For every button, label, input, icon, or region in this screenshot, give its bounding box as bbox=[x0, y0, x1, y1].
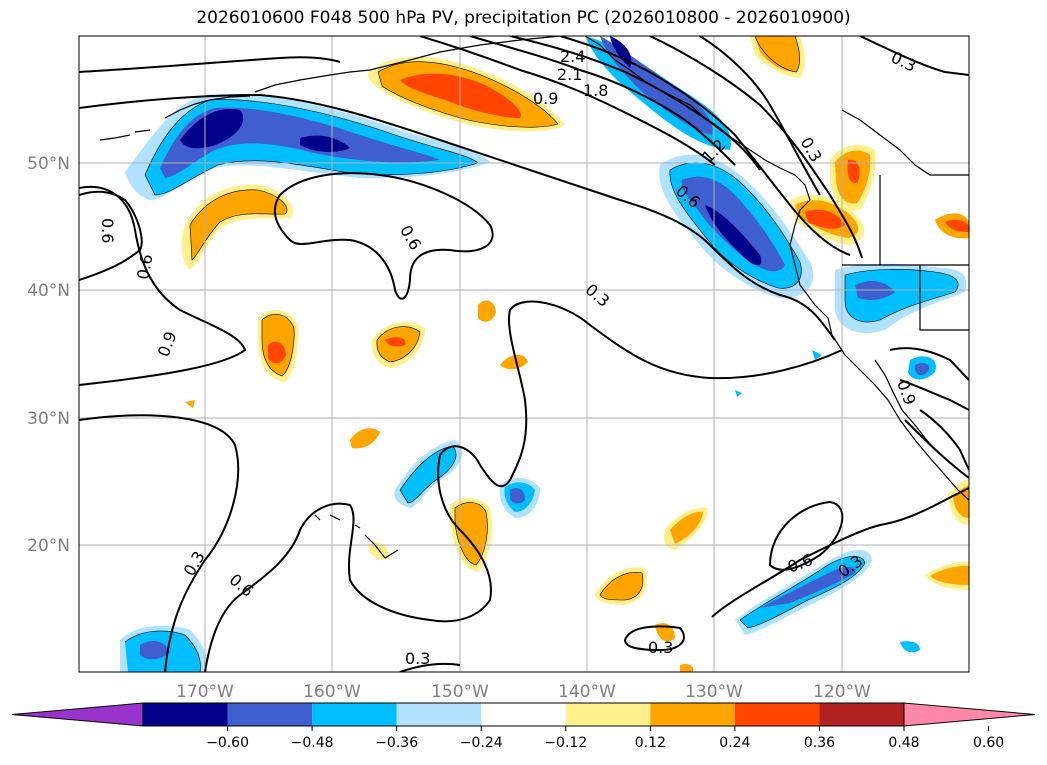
negative-precip-patches bbox=[120, 36, 967, 672]
colorbar: −0.60 −0.48 −0.36 −0.24 −0.12 0.12 0.24 0.36 0.4… bbox=[11, 702, 1036, 751]
contour-label: 1.8 bbox=[583, 81, 608, 100]
colorbar-segment bbox=[565, 703, 651, 726]
colorbar-tick-label: 0.60 bbox=[973, 735, 1004, 751]
lon-label: 170°W bbox=[176, 682, 234, 702]
pv-contours bbox=[79, 36, 969, 672]
map-title: 2026010600 F048 500 hPa PV, precipitatio… bbox=[196, 8, 851, 28]
contour-label: 0.6 bbox=[98, 218, 117, 243]
map-gridlines bbox=[79, 36, 969, 672]
longitude-labels: 170°W 160°W 150°W 140°W 130°W 120°W bbox=[176, 682, 871, 702]
coastlines bbox=[99, 36, 969, 559]
map-plot-area: 2.4 2.1 1.8 0.9 0.3 0.6 0.6 0.6 0.9 0.3 … bbox=[79, 36, 969, 672]
lon-label: 130°W bbox=[685, 682, 743, 702]
colorbar-segment bbox=[734, 703, 820, 726]
colorbar-tick-label: 0.36 bbox=[804, 735, 835, 751]
map-frame bbox=[78, 35, 970, 673]
colorbar-segment bbox=[819, 703, 904, 726]
colorbar-segment bbox=[396, 703, 482, 726]
colorbar-tick-label: 0.24 bbox=[719, 735, 750, 751]
contour-label: 2.1 bbox=[557, 65, 582, 84]
contour-label: 0.3 bbox=[648, 638, 673, 657]
colorbar-tick-label: −0.60 bbox=[206, 735, 249, 751]
colorbar-frame bbox=[142, 702, 905, 727]
colorbar-segment bbox=[143, 703, 228, 726]
colorbar-tick-label: 0.48 bbox=[888, 735, 919, 751]
colorbar-tick-label: −0.48 bbox=[291, 735, 334, 751]
colorbar-tick-label: −0.36 bbox=[375, 735, 418, 751]
positive-precip-patches bbox=[181, 36, 969, 672]
colorbar-tick-label: 0.12 bbox=[635, 735, 666, 751]
contour-label: 2.4 bbox=[560, 47, 585, 66]
lon-label: 160°W bbox=[303, 682, 361, 702]
lon-label: 120°W bbox=[813, 682, 871, 702]
colorbar-segment bbox=[312, 703, 397, 726]
colorbar-segment bbox=[227, 703, 313, 726]
colorbar-tick-label: −0.24 bbox=[460, 735, 503, 751]
latitude-labels: 50°N 40°N 30°N 20°N bbox=[27, 154, 70, 556]
contour-label: 0.3 bbox=[405, 649, 430, 668]
colorbar-extension-low bbox=[11, 702, 144, 727]
lat-label: 40°N bbox=[27, 281, 70, 301]
colorbar-segment bbox=[481, 703, 566, 726]
lon-label: 140°W bbox=[558, 682, 616, 702]
lat-label: 20°N bbox=[27, 536, 70, 556]
lat-label: 30°N bbox=[27, 409, 70, 429]
colorbar-tick-label: −0.12 bbox=[544, 735, 587, 751]
lat-label: 50°N bbox=[27, 154, 70, 174]
contour-label: 0.6 bbox=[133, 253, 156, 281]
colorbar-segment bbox=[650, 703, 735, 726]
contour-label: 0.9 bbox=[533, 89, 558, 108]
colorbar-extension-high bbox=[903, 702, 1036, 727]
lon-label: 150°W bbox=[431, 682, 489, 702]
